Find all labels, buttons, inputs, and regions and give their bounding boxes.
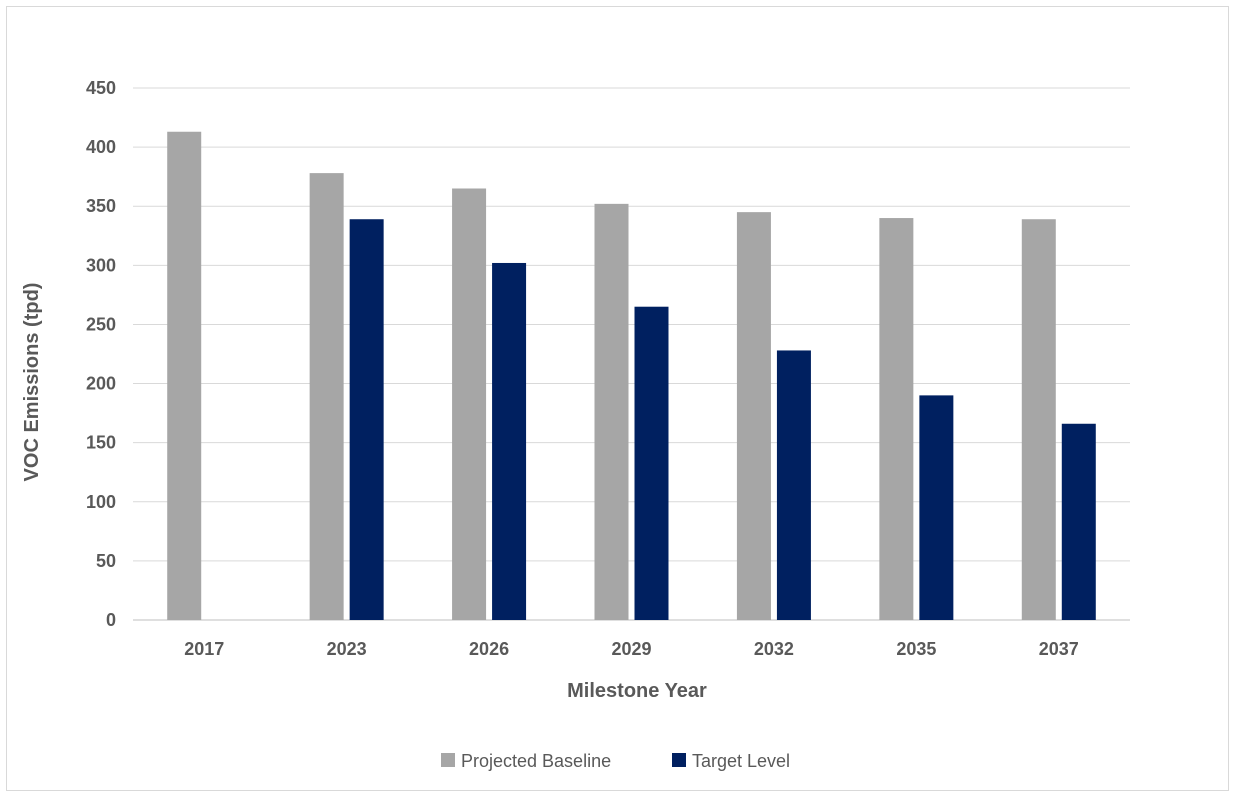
bar-target-level-2029 (634, 306, 669, 620)
x-tick-label: 2026 (469, 639, 509, 659)
legend-label: Target Level (692, 751, 790, 771)
bar-target-level-2023 (349, 219, 384, 620)
bar-projected-baseline-2032 (736, 212, 771, 620)
y-tick-label: 0 (106, 610, 116, 630)
y-tick-label: 200 (86, 374, 116, 394)
legend-label: Projected Baseline (461, 751, 611, 771)
y-axis-ticks: 0 50 100 150 200 250 300 350 400 450 (86, 78, 116, 630)
bar-target-level-2037 (1061, 423, 1096, 620)
bar-target-level-2026 (492, 262, 527, 620)
y-tick-label: 350 (86, 196, 116, 216)
x-tick-label: 2037 (1039, 639, 1079, 659)
gridlines (133, 87, 1130, 621)
bar-target-level-2035 (919, 395, 954, 620)
x-tick-label: 2017 (184, 639, 224, 659)
x-tick-label: 2035 (896, 639, 936, 659)
y-tick-label: 250 (86, 314, 116, 334)
y-tick-label: 400 (86, 137, 116, 157)
y-tick-label: 100 (86, 492, 116, 512)
bars (167, 131, 1096, 621)
bar-projected-baseline-2017 (167, 131, 202, 620)
bar-projected-baseline-2026 (452, 188, 487, 620)
bar-projected-baseline-2035 (879, 218, 914, 621)
bar-projected-baseline-2029 (594, 203, 629, 620)
y-tick-label: 150 (86, 433, 116, 453)
x-tick-label: 2023 (327, 639, 367, 659)
x-axis-ticks: 2017 2023 2026 2029 2032 2035 2037 (184, 639, 1079, 659)
y-tick-label: 300 (86, 255, 116, 275)
x-axis-title: Milestone Year (567, 680, 707, 702)
legend: Projected Baseline Target Level (441, 751, 790, 771)
x-tick-label: 2029 (611, 639, 651, 659)
y-axis-title: VOC Emissions (tpd) (21, 283, 43, 482)
y-tick-label: 50 (96, 551, 116, 571)
legend-swatch (672, 753, 686, 767)
x-tick-label: 2032 (754, 639, 794, 659)
y-tick-label: 450 (86, 78, 116, 98)
bar-projected-baseline-2037 (1021, 219, 1056, 620)
bar-projected-baseline-2023 (309, 173, 344, 620)
bar-target-level-2032 (776, 350, 811, 620)
legend-swatch (441, 753, 455, 767)
